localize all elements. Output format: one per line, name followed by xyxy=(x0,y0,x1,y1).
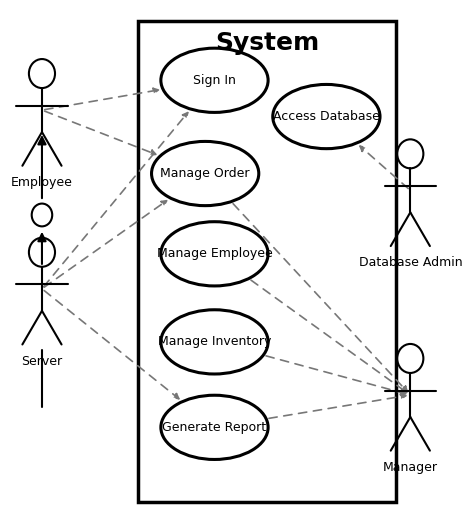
Circle shape xyxy=(29,238,55,267)
Text: Employee: Employee xyxy=(11,176,73,189)
Circle shape xyxy=(397,344,423,373)
Ellipse shape xyxy=(152,141,259,206)
Text: System: System xyxy=(215,31,319,55)
Text: Generate Report: Generate Report xyxy=(163,421,266,434)
Circle shape xyxy=(29,59,55,88)
Ellipse shape xyxy=(273,84,380,149)
Circle shape xyxy=(397,139,423,168)
Text: Server: Server xyxy=(21,355,63,368)
Ellipse shape xyxy=(161,395,268,459)
Text: Database Admin: Database Admin xyxy=(358,256,462,269)
Ellipse shape xyxy=(161,48,268,112)
Ellipse shape xyxy=(161,310,268,374)
Text: Manage Order: Manage Order xyxy=(160,167,250,180)
Circle shape xyxy=(32,204,52,226)
Text: Manage Employee: Manage Employee xyxy=(156,247,273,261)
Ellipse shape xyxy=(161,222,268,286)
Text: Sign In: Sign In xyxy=(193,74,236,87)
Bar xyxy=(137,21,396,502)
Text: Manager: Manager xyxy=(383,461,438,474)
Text: Access Database: Access Database xyxy=(273,110,380,123)
Text: Manage Inventory: Manage Inventory xyxy=(158,335,271,349)
